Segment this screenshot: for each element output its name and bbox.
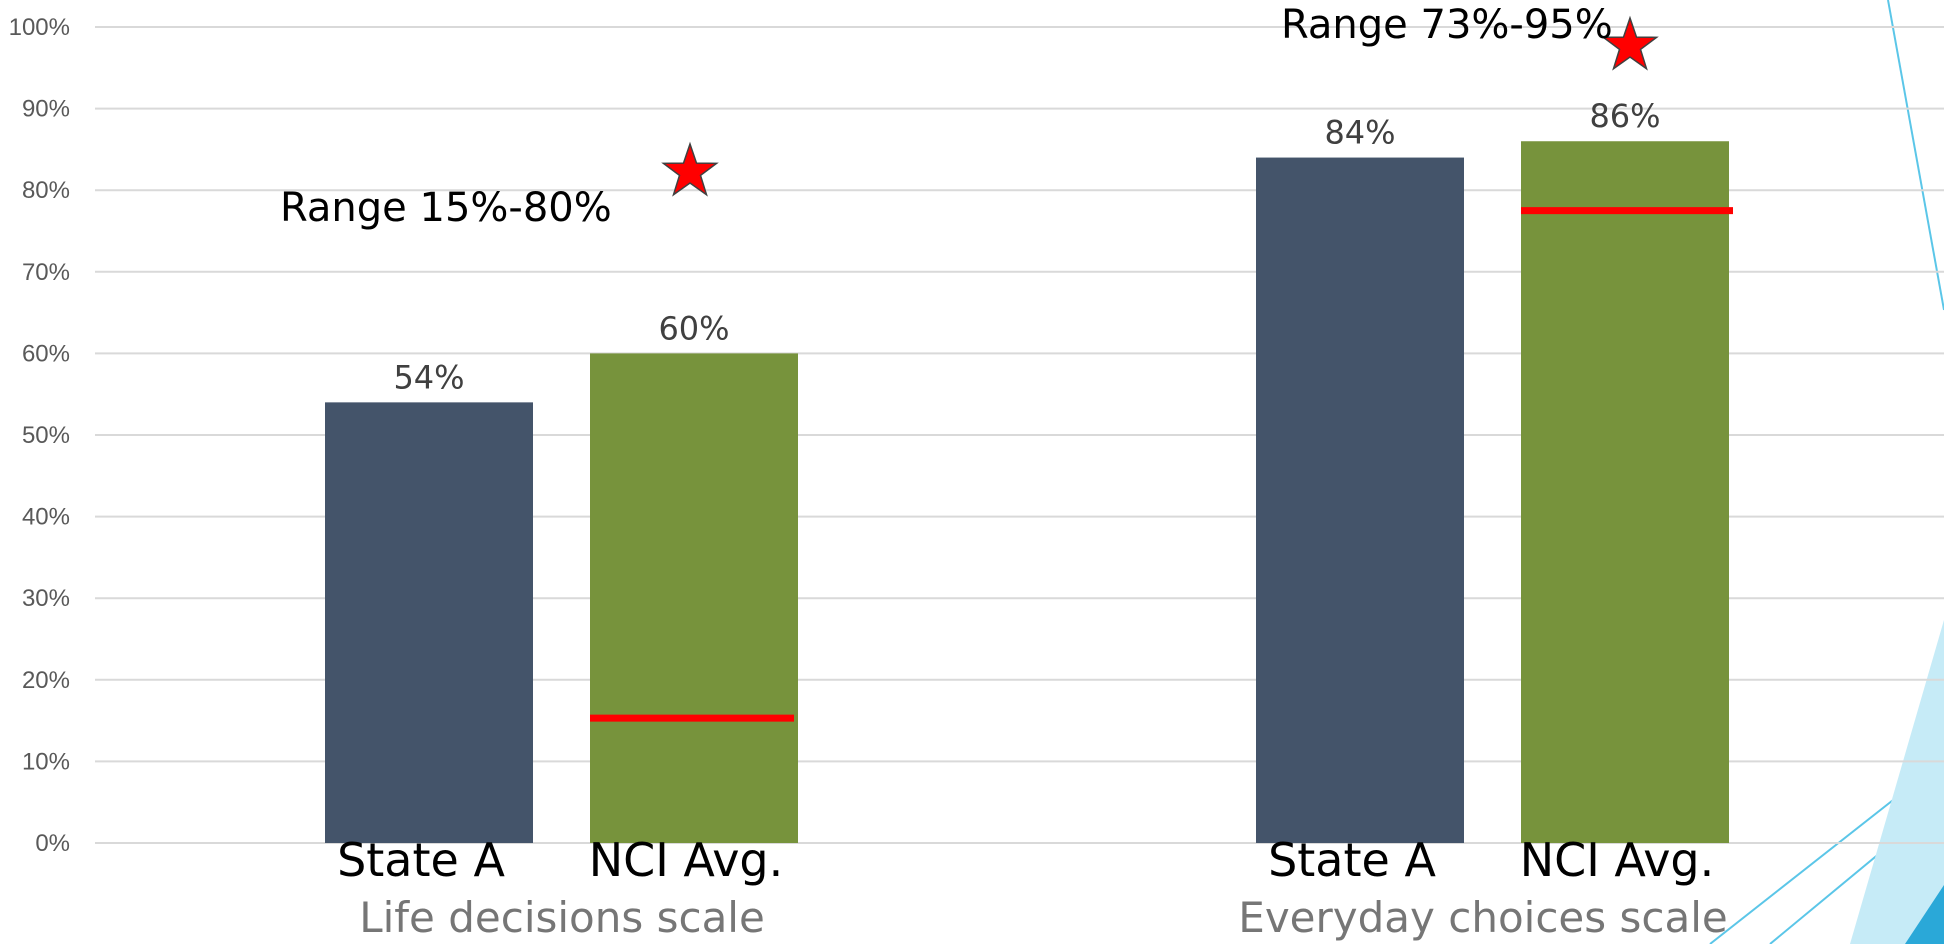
bar-state-a bbox=[325, 402, 533, 843]
decor-shape bbox=[1905, 885, 1944, 944]
slide-decoration bbox=[1709, 0, 1944, 944]
category-label: State A bbox=[1268, 833, 1436, 887]
bar-nci-avg bbox=[1521, 141, 1729, 844]
y-axis-ticks: 0% 10% 20% 30% 40% 50% 60% 70% 80% 90% 100% bbox=[9, 14, 70, 857]
range-markers bbox=[590, 15, 1733, 722]
y-tick-label: 50% bbox=[22, 422, 70, 449]
decor-line bbox=[1887, 0, 1944, 311]
decor-shape bbox=[1850, 620, 1944, 944]
data-label: 60% bbox=[658, 309, 729, 347]
bars bbox=[325, 141, 1729, 844]
star-icon bbox=[661, 141, 719, 197]
labels: 54% State A 60% NCI Avg. Range 15%-80% Life d… bbox=[280, 2, 1728, 942]
y-tick-label: 40% bbox=[22, 504, 70, 531]
y-tick-label: 0% bbox=[35, 830, 70, 857]
y-tick-label: 90% bbox=[22, 96, 70, 123]
y-tick-label: 20% bbox=[22, 667, 70, 694]
category-label: NCI Avg. bbox=[1520, 833, 1715, 887]
y-tick-label: 30% bbox=[22, 585, 70, 612]
group-label: Life decisions scale bbox=[359, 893, 765, 942]
data-label: 86% bbox=[1589, 97, 1660, 135]
y-tick-label: 80% bbox=[22, 177, 70, 204]
range-label: Range 73%-95% bbox=[1281, 2, 1613, 48]
bar-nci-avg bbox=[590, 353, 798, 843]
range-label: Range 15%-80% bbox=[280, 185, 612, 231]
bar-state-a bbox=[1256, 157, 1464, 843]
y-tick-label: 60% bbox=[22, 340, 70, 367]
y-tick-label: 10% bbox=[22, 748, 70, 775]
group-label: Everyday choices scale bbox=[1238, 893, 1727, 942]
category-label: NCI Avg. bbox=[589, 833, 784, 887]
data-label: 84% bbox=[1324, 114, 1395, 152]
y-tick-label: 100% bbox=[9, 14, 70, 41]
star-icon bbox=[1601, 15, 1659, 71]
category-label: State A bbox=[337, 833, 505, 887]
y-tick-label: 70% bbox=[22, 259, 70, 286]
data-label: 54% bbox=[393, 358, 464, 396]
